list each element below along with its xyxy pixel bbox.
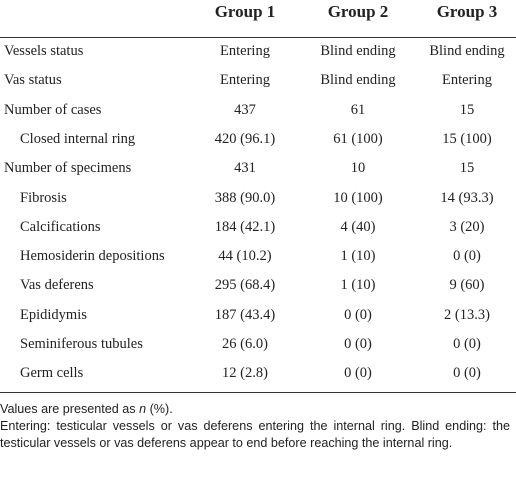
row-label: Germ cells [20, 365, 84, 382]
row-label: Fibrosis [20, 189, 67, 206]
cell: 61 [350, 101, 366, 118]
cell: 9 (60) [449, 277, 485, 294]
row-label: Closed internal ring [20, 130, 136, 147]
definition-note: Entering: testicular vessels or vas defe… [0, 419, 510, 450]
cell: 388 (90.0) [214, 189, 276, 206]
cell: Blind ending [320, 43, 396, 59]
column-header: Group 1 [214, 2, 276, 21]
cell: 187 (43.4) [214, 306, 276, 323]
row-label: Vas status [4, 72, 62, 89]
cell: 0 (0) [453, 248, 481, 265]
cell: 4 (40) [340, 218, 376, 235]
note-text: (%). [146, 402, 173, 416]
cell: 10 [350, 160, 366, 177]
cell: 0 (0) [453, 336, 481, 352]
cell: 0 (0) [344, 336, 372, 352]
cell: 184 (42.1) [214, 218, 276, 235]
cell: Entering [442, 72, 492, 89]
cell: 437 [234, 101, 256, 118]
cell: 0 (0) [344, 365, 372, 382]
note-italic: n [139, 402, 147, 416]
row-label: Calcifications [20, 218, 101, 235]
note-text: Values are presented as [0, 402, 140, 416]
cell: Entering [220, 43, 270, 59]
cell: Blind ending [429, 43, 505, 59]
cell: 12 (2.8) [222, 365, 268, 382]
cell: 3 (20) [449, 218, 485, 235]
cell: 10 (100) [333, 189, 383, 206]
row-label: Number of cases [4, 101, 102, 118]
cell: Entering [220, 72, 270, 89]
row-label: Seminiferous tubules [20, 336, 143, 352]
cell: 14 (93.3) [440, 189, 494, 206]
cell: 0 (0) [453, 365, 481, 382]
cell: 61 (100) [333, 130, 383, 147]
row-label: Number of specimens [4, 160, 132, 177]
column-header: Group 2 [327, 2, 389, 21]
cell: 431 [234, 160, 256, 177]
cell: Blind ending [320, 72, 396, 89]
cell: 295 (68.4) [214, 277, 276, 294]
row-label: Vessels status [4, 43, 84, 59]
cell: 2 (13.3) [444, 306, 490, 323]
cell: 0 (0) [344, 306, 372, 323]
row-label: Vas deferens [20, 277, 94, 294]
column-header: Group 3 [436, 2, 498, 21]
cell: 15 (100) [442, 130, 492, 147]
header-rule [0, 37, 516, 38]
cell: 1 (10) [340, 248, 376, 265]
cell: 44 (10.2) [218, 248, 272, 265]
cell: 15 [459, 101, 475, 118]
row-label: Epididymis [20, 306, 87, 323]
cell: 1 (10) [340, 277, 376, 294]
values-note: Values are presented as n (%). [0, 401, 510, 418]
footnotes: Values are presented as n (%). Entering:… [0, 401, 510, 452]
cell: 26 (6.0) [222, 336, 268, 352]
cell: 420 (96.1) [214, 130, 276, 147]
cell: 15 [459, 160, 475, 177]
row-label: Hemosiderin depositions [20, 248, 165, 265]
bottom-rule [0, 392, 516, 393]
